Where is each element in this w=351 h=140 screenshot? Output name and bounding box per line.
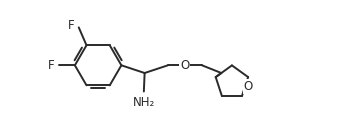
Text: O: O (180, 59, 190, 72)
Text: F: F (48, 59, 55, 72)
Text: F: F (67, 19, 74, 32)
Text: NH₂: NH₂ (133, 96, 155, 109)
Text: O: O (244, 80, 253, 93)
